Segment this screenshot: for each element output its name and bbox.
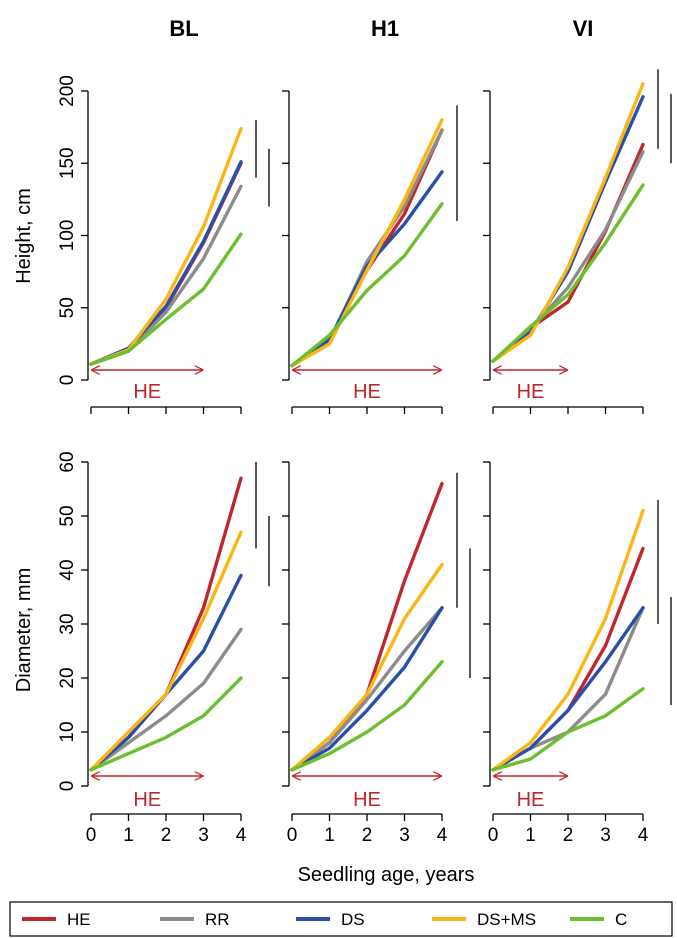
- he-period-label: HE: [517, 789, 545, 811]
- panel-vi-diameter: 0 1 2 3 4 HE: [483, 461, 672, 846]
- series-line-c: [290, 660, 444, 772]
- series-line-rr: [491, 149, 645, 363]
- y-tick-label: 50: [57, 505, 78, 526]
- legend-item-ds-ms: DS+MS: [432, 910, 536, 929]
- y-tick-label: 0: [57, 375, 78, 386]
- y-tick-label: 60: [57, 451, 78, 472]
- y-tick-label: 10: [57, 721, 78, 742]
- x-tick-label: 3: [198, 825, 209, 846]
- x-tick-label: 2: [362, 825, 373, 846]
- series-line-ds: [290, 606, 444, 772]
- y-tick-label: 50: [57, 297, 78, 318]
- he-period-label: HE: [133, 381, 161, 403]
- legend-label: DS+MS: [477, 910, 536, 929]
- series-line-he: [491, 142, 645, 363]
- panel-h1-diameter: 0 1 2 3 4 HE: [282, 461, 471, 846]
- legend-item-c: C: [570, 910, 627, 929]
- legend-label: RR: [205, 910, 230, 929]
- x-tick-label: 3: [600, 825, 611, 846]
- x-tick-label: 3: [399, 825, 410, 846]
- series-line-c: [290, 201, 444, 368]
- panel-bl-height: 0 50 100 150 200 HE: [57, 75, 270, 414]
- x-tick-label: 1: [525, 825, 536, 846]
- series-line-ds-ms: [290, 118, 444, 368]
- x-tick-label: 1: [324, 825, 335, 846]
- legend-label: C: [615, 910, 627, 929]
- panel-h1-height: HE: [282, 90, 458, 414]
- he-period-label: HE: [133, 789, 161, 811]
- legend-item-rr: RR: [160, 910, 230, 929]
- legend: HE RR DS DS+MS C: [9, 901, 673, 937]
- series-line-ds-ms: [89, 126, 243, 366]
- y-tick-label: 100: [57, 220, 78, 252]
- series-line-ds: [491, 606, 645, 772]
- legend-label: HE: [67, 910, 91, 929]
- y-tick-label: 150: [57, 147, 78, 179]
- column-title-h1: H1: [371, 16, 399, 41]
- x-tick-label: 1: [123, 825, 134, 846]
- column-title-bl: BL: [169, 16, 198, 41]
- y-tick-label: 40: [57, 559, 78, 580]
- x-tick-label: 0: [287, 825, 298, 846]
- series-line-he: [89, 161, 243, 366]
- he-period-label: HE: [353, 789, 381, 811]
- x-tick-label: 4: [437, 825, 448, 846]
- y-tick-label: 30: [57, 613, 78, 634]
- legend-box: [9, 901, 673, 937]
- series-line-rr: [491, 606, 645, 772]
- y-tick-label: 0: [57, 781, 78, 792]
- column-title-vi: VI: [573, 16, 594, 41]
- panel-bl-diameter: 0 10 20 30 40 50 60 0 1 2 3 4 HE: [57, 451, 270, 846]
- he-period-label: HE: [517, 381, 545, 403]
- series-line-c: [89, 676, 243, 772]
- x-tick-label: 0: [488, 825, 499, 846]
- series-line-ds: [290, 170, 444, 368]
- series-line-c: [491, 183, 645, 363]
- series-line-he: [290, 481, 444, 772]
- he-period-label: HE: [353, 381, 381, 403]
- x-tick-label: 4: [638, 825, 649, 846]
- series-line-rr: [89, 627, 243, 772]
- series-line-c: [491, 687, 645, 772]
- series-line-rr: [290, 606, 444, 772]
- height-axis-label: Height, cm: [13, 188, 35, 284]
- series-line-ds-ms: [89, 530, 243, 772]
- panel-vi-height: HE: [483, 69, 672, 414]
- series-line-c: [89, 232, 243, 366]
- diameter-axis-label: Diameter, mm: [13, 568, 35, 692]
- x-tick-label: 4: [236, 825, 247, 846]
- series-line-ds-ms: [491, 508, 645, 772]
- legend-label: DS: [341, 910, 365, 929]
- x-axis-label: Seedling age, years: [298, 864, 475, 886]
- series-line-ds: [89, 573, 243, 772]
- y-tick-label: 20: [57, 667, 78, 688]
- legend-item-he: HE: [22, 910, 91, 929]
- y-tick-label: 200: [57, 75, 78, 107]
- series-line-ds-ms: [290, 562, 444, 772]
- x-tick-label: 0: [86, 825, 97, 846]
- x-tick-label: 2: [563, 825, 574, 846]
- x-tick-label: 2: [161, 825, 172, 846]
- legend-item-ds: DS: [296, 910, 365, 929]
- series-line-ds-ms: [491, 82, 645, 363]
